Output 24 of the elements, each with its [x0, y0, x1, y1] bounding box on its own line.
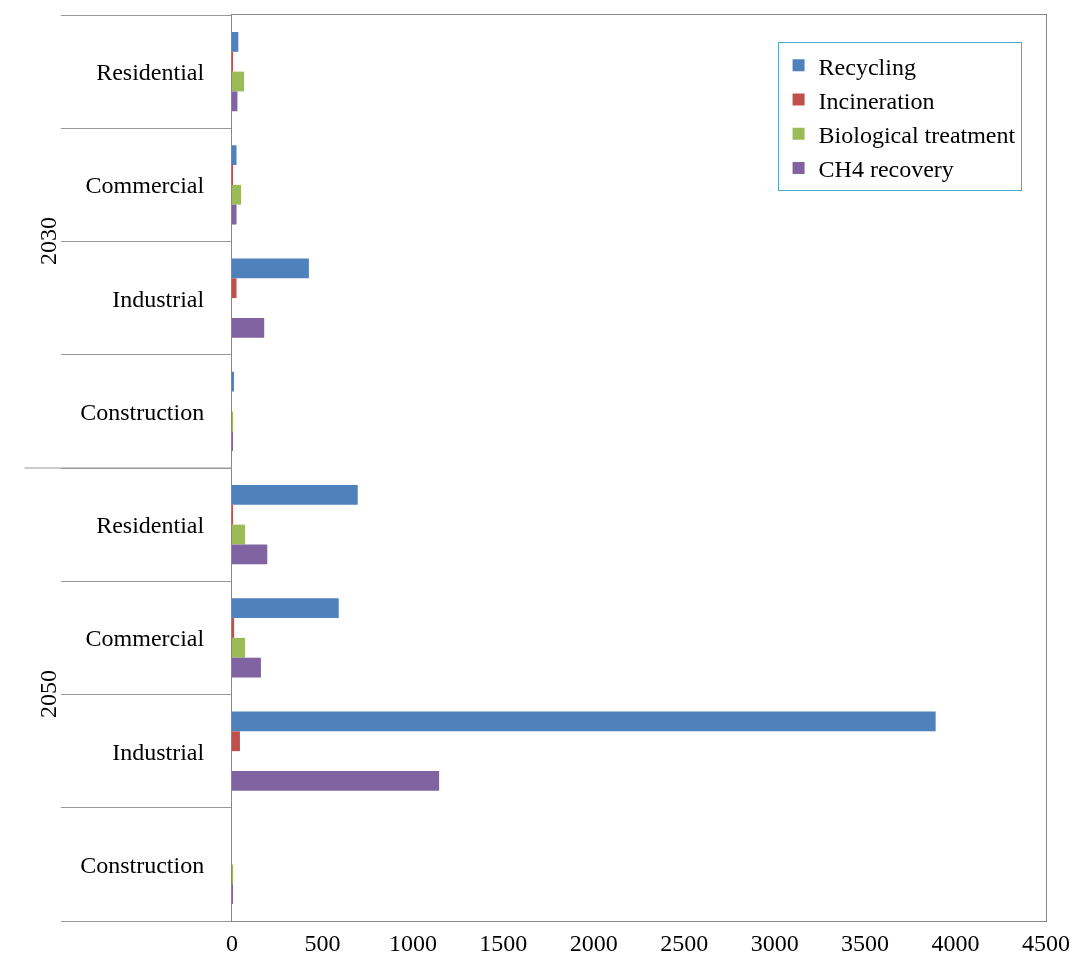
x-tick-label: 3500: [841, 929, 890, 956]
legend-label: Recycling: [818, 53, 916, 80]
x-tick-label: 1500: [479, 929, 528, 956]
y-tick-label: Commercial: [85, 625, 205, 652]
y-tick-label: Construction: [80, 398, 205, 425]
x-tick-label: 0: [226, 929, 238, 956]
x-tick-label: 3000: [750, 929, 799, 956]
x-tick-label: 2000: [569, 929, 618, 956]
y-tick-label: Residential: [96, 512, 205, 539]
y-tick-label: Construction: [80, 851, 205, 878]
legend-label: Biological treatment: [818, 122, 1016, 149]
x-tick-label: 4000: [931, 929, 980, 956]
legend-label: Incineration: [818, 87, 935, 114]
legend-label: CH4 recovery: [818, 156, 954, 183]
x-tick-label: 500: [304, 929, 341, 956]
x-tick-label: 4500: [1022, 929, 1070, 956]
y-tick-label: Residential: [96, 59, 205, 86]
text: 2030: [35, 217, 62, 266]
y-tick-label: Industrial: [112, 738, 205, 765]
text: 2050: [35, 670, 62, 719]
x-tick-label: 2500: [660, 929, 709, 956]
y-tick-label: Commercial: [85, 172, 205, 199]
y-tick-label: Industrial: [112, 285, 205, 312]
x-tick-label: 1000: [388, 929, 437, 956]
